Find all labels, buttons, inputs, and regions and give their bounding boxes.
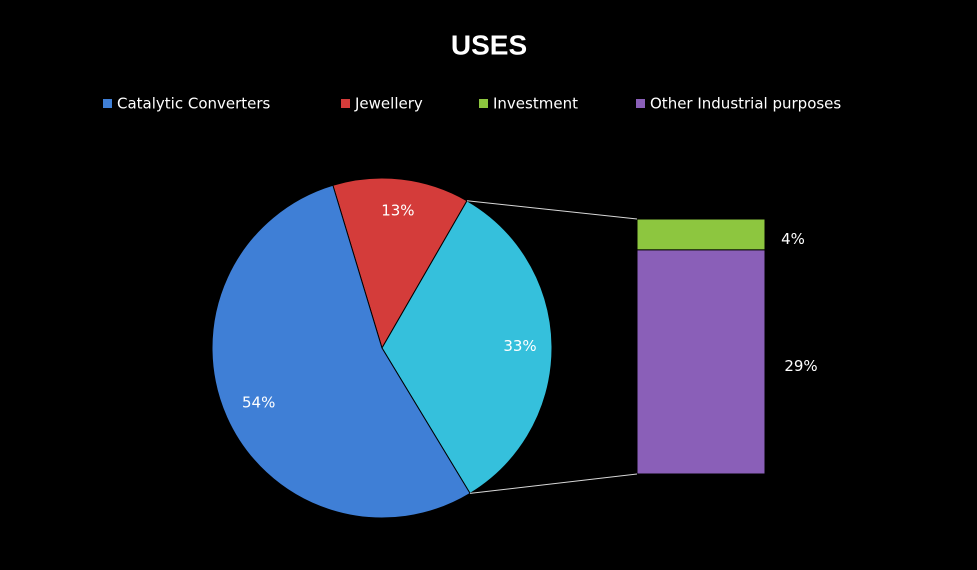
legend-marker (103, 99, 112, 108)
value-label: 4% (781, 230, 805, 248)
value-label: 29% (784, 357, 817, 375)
legend-label: Jewellery (354, 95, 423, 113)
bar-segment (636, 249, 766, 475)
value-label: 33% (503, 337, 536, 355)
pie-slice (381, 200, 553, 495)
value-label: 13% (381, 201, 414, 219)
pie-slice (211, 184, 471, 519)
legend-marker (479, 99, 488, 108)
legend-label: Investment (493, 95, 578, 113)
connector-line (466, 200, 638, 220)
chart-title: USES (451, 29, 527, 60)
legend-label: Catalytic Converters (117, 95, 271, 113)
bar-segment (636, 218, 766, 251)
value-label: 54% (242, 393, 275, 411)
connector-line (470, 473, 638, 494)
legend-marker (341, 99, 350, 108)
legend-label: Other Industrial purposes (650, 95, 841, 113)
legend-marker (636, 99, 645, 108)
pie-slice (332, 177, 468, 350)
